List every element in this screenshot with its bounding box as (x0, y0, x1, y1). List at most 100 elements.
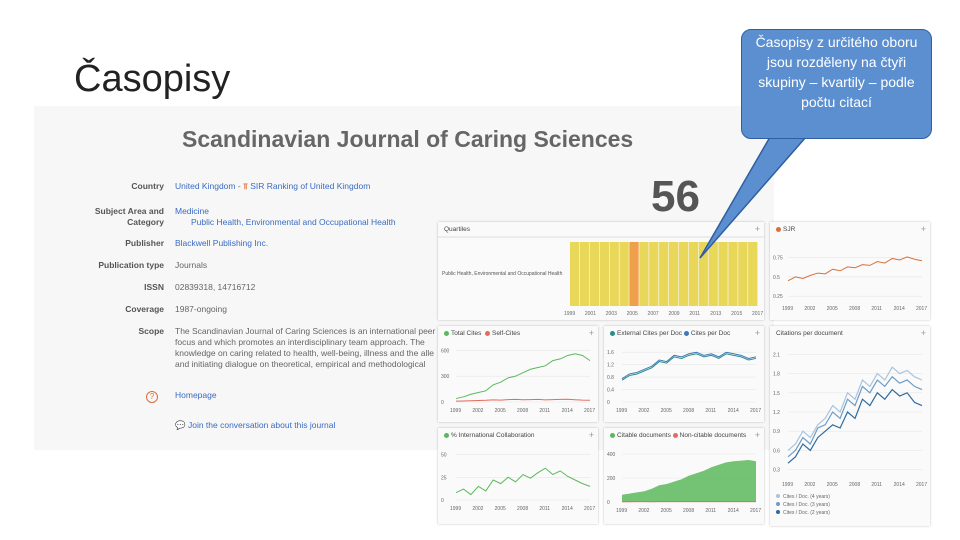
issn-label: ISSN (144, 282, 164, 292)
expand-icon[interactable]: + (754, 430, 760, 440)
publisher-link[interactable]: Blackwell Publishing Inc. (175, 238, 269, 248)
subject-category-link[interactable]: Public Health, Environmental and Occupat… (191, 217, 396, 227)
area-series-0 (622, 460, 756, 502)
line-series-0 (787, 256, 923, 282)
x-tick-1: 2002 (804, 306, 815, 312)
y-tick-1: 1.8 (773, 372, 780, 378)
x-tick-5: 2014 (562, 408, 573, 414)
country-link[interactable]: United Kingdom (175, 181, 236, 191)
x-tick-6: 2017 (584, 408, 595, 414)
expand-icon[interactable]: + (754, 328, 760, 338)
quartile-cell-17 (738, 242, 748, 306)
y-tick-0: 400 (607, 452, 616, 458)
help-icon[interactable]: ? (146, 391, 158, 403)
x-tick-5: 2014 (894, 306, 905, 312)
intl-legend-text: % International Collaboration (451, 432, 535, 439)
x-tick-0: 1999 (616, 508, 627, 514)
line-series-0 (787, 366, 923, 451)
line-series-2 (787, 388, 923, 464)
coverage-label: Coverage (125, 304, 164, 314)
x-tick-6: 2017 (750, 508, 761, 514)
y-tick-4: 0 (607, 400, 610, 406)
cites-panel: Total Cites Self-Cites + 600 300 0 1999 2002… (438, 326, 598, 422)
quartile-cell-15 (718, 242, 728, 306)
quartile-cell-8 (649, 242, 659, 306)
subject-label: Subject Area and Category (64, 206, 164, 228)
x-tick-3: 2008 (517, 408, 528, 414)
x-tick-3: 2008 (849, 482, 860, 488)
x-tick-0: 1999 (782, 482, 793, 488)
quartile-cell-12 (688, 242, 699, 306)
y-tick-1: 1.2 (607, 363, 614, 369)
y-tick-0: 2.1 (773, 352, 780, 358)
extcites-panel: External Cites per Doc Cites per Doc + 1… (604, 326, 764, 422)
y-tick-5: 0.6 (773, 448, 780, 454)
extcites-chart: 1.6 1.2 0.8 0.4 0 1999 2002 2005 2008 2011 2014 201… (607, 350, 761, 414)
quartile-tick-4: 2007 (648, 311, 659, 317)
citesdoc-panel: Citations per document + 2.1 1.8 1.5 1.2 0.9… (770, 326, 930, 526)
country-label: Country (131, 181, 164, 191)
x-tick-5: 2014 (894, 482, 905, 488)
quartile-cell-11 (678, 242, 689, 306)
scope-label: Scope (138, 326, 164, 336)
citesdoc-legend-dot-2 (776, 510, 780, 514)
x-tick-4: 2011 (539, 408, 550, 414)
citesdoc-legend-1: Cites / Doc. (3 years) (783, 502, 830, 508)
self-cites-dot (484, 330, 490, 336)
x-tick-0: 1999 (616, 408, 627, 414)
quartile-cell-14 (708, 242, 718, 306)
quartile-cell-6 (629, 242, 639, 306)
line-series-1 (455, 398, 591, 402)
x-tick-2: 2005 (661, 408, 672, 414)
quartile-cell-13 (698, 242, 708, 306)
coverage-value: 1987-ongoing (175, 304, 227, 314)
expand-icon[interactable]: + (588, 430, 594, 440)
quartile-tick-2: 2003 (606, 311, 617, 317)
chat-icon: 💬 (175, 420, 186, 430)
noncitable-legend-text: Non-citable documents (679, 432, 747, 439)
subject-area-link[interactable]: Medicine (175, 206, 210, 216)
citesdoc-legend-0: Cites / Doc. (4 years) (783, 494, 830, 500)
x-tick-1: 2002 (638, 508, 649, 514)
citable-chart: 400 200 0 1999 2002 2005 2008 2011 2014 2017 (607, 452, 761, 514)
sjr-panel: SJR + 0.75 0.5 0.25 1999 2002 2005 2008 2011 201… (770, 222, 930, 320)
y-tick-4: 0.9 (773, 429, 780, 435)
x-tick-6: 2017 (916, 482, 927, 488)
homepage-link[interactable]: Homepage (175, 390, 217, 400)
publisher-label: Publisher (125, 238, 164, 248)
journal-title: Scandinavian Journal of Caring Sciences (182, 126, 634, 152)
quartile-tick-5: 2009 (668, 311, 679, 317)
line-series-1 (621, 351, 757, 380)
x-tick-1: 2002 (638, 408, 649, 414)
quartile-tick-3: 2005 (627, 311, 638, 317)
quartile-tick-6: 2011 (689, 311, 700, 317)
x-tick-4: 2011 (539, 506, 550, 512)
y-tick-1: 200 (607, 476, 616, 482)
conversation-link[interactable]: Join the conversation about this journal (187, 420, 336, 430)
x-tick-4: 2011 (871, 482, 882, 488)
y-tick-0: 0.75 (773, 256, 783, 262)
quartile-cell-16 (728, 242, 738, 306)
citable-legend: Citable documents Non-citable documents (610, 432, 746, 439)
sir-ranking-icon: ⫪ (243, 181, 248, 191)
x-tick-6: 2017 (916, 306, 927, 312)
h-index: 56 (651, 172, 700, 221)
expand-icon[interactable]: + (920, 328, 926, 338)
x-tick-4: 2011 (705, 408, 716, 414)
expand-icon[interactable]: + (920, 224, 926, 234)
y-tick-3: 0.4 (607, 388, 614, 394)
quartile-cell-2 (589, 242, 600, 306)
conversation-row: 💬 Join the conversation about this journ… (175, 420, 335, 431)
quartile-tick-1: 2001 (585, 311, 596, 317)
pubtype-label: Publication type (98, 260, 164, 270)
expand-icon[interactable]: + (588, 328, 594, 338)
cites-per-doc-legend: Cites per Doc (690, 330, 731, 337)
x-tick-4: 2011 (705, 508, 716, 514)
extcites-legend: External Cites per Doc Cites per Doc (610, 330, 730, 337)
citesdoc-legend-2: Cites / Doc. (2 years) (783, 510, 830, 516)
subject-label-1: Subject Area and (94, 206, 164, 216)
x-tick-2: 2005 (827, 306, 838, 312)
y-tick-2: 0 (441, 498, 444, 504)
citesdoc-title: Citations per document (776, 330, 843, 337)
sir-ranking-link[interactable]: SIR Ranking of United Kingdom (250, 181, 371, 191)
